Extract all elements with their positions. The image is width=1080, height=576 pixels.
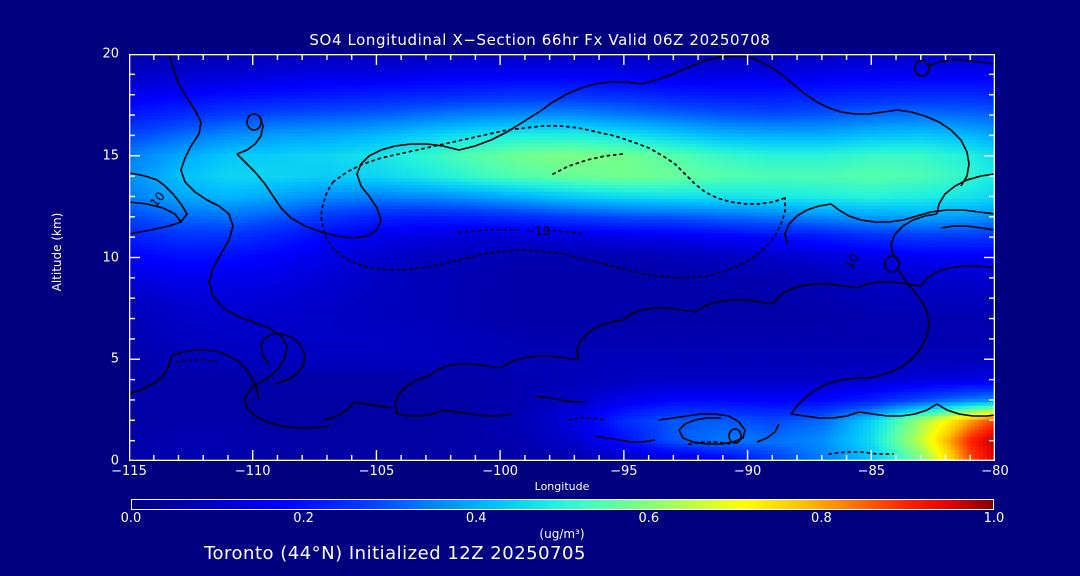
colorbar-tick-label: 0.4 bbox=[466, 511, 487, 526]
colorbar-tick-label: 0.8 bbox=[811, 511, 832, 526]
colorbar-tick-label: 0.2 bbox=[293, 511, 314, 526]
cross-section-figure: SO4 Longitudinal X−Section 66hr Fx Valid… bbox=[0, 0, 1080, 576]
page-title: SO4 Longitudinal X−Section 66hr Fx Valid… bbox=[0, 31, 1080, 49]
colorbar-tick-label: 1.0 bbox=[984, 511, 1005, 526]
y-axis-label: Altitude (km) bbox=[50, 152, 64, 352]
figure-caption: Toronto (44°N) Initialized 12Z 20250705 bbox=[0, 543, 790, 564]
y-tick-label: 0 bbox=[79, 454, 119, 469]
colorbar-tick-label: 0.0 bbox=[121, 511, 142, 526]
y-tick-label: 10 bbox=[79, 250, 119, 265]
cross-section-plot: 10 −10 10 bbox=[129, 54, 995, 461]
x-tick-label: −90 bbox=[734, 464, 761, 479]
x-tick-label: −95 bbox=[610, 464, 637, 479]
y-tick-label: 15 bbox=[79, 148, 119, 163]
colorbar-tick-label: 0.6 bbox=[638, 511, 659, 526]
y-tick-label: 20 bbox=[79, 47, 119, 62]
x-axis-label: Longitude bbox=[129, 480, 995, 493]
colorbar-units-label: (ug/m³) bbox=[129, 527, 995, 541]
x-tick-label: −105 bbox=[359, 464, 395, 479]
y-tick-label: 5 bbox=[79, 352, 119, 367]
x-tick-label: −100 bbox=[482, 464, 518, 479]
contour-label: −10 bbox=[525, 224, 550, 238]
x-tick-label: −80 bbox=[981, 464, 1008, 479]
x-tick-label: −85 bbox=[858, 464, 885, 479]
x-tick-label: −110 bbox=[235, 464, 271, 479]
colorbar bbox=[131, 499, 994, 510]
